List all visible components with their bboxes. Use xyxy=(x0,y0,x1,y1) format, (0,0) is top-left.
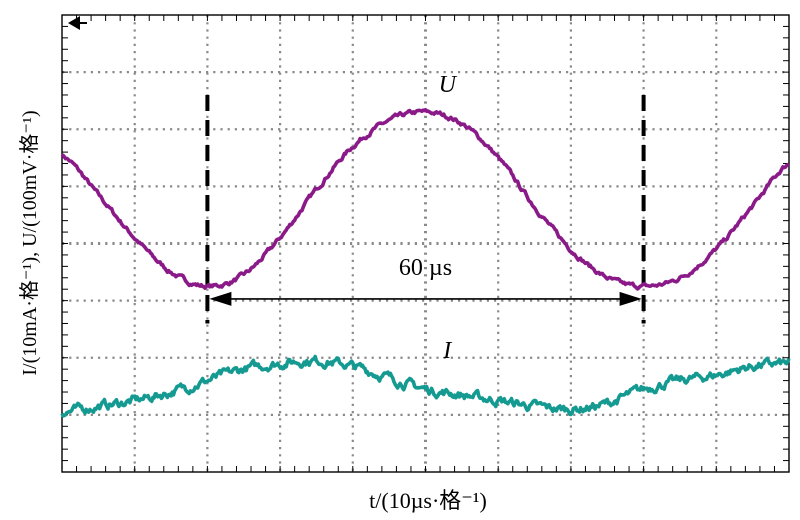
period-arrow-left-head xyxy=(209,291,232,306)
minor-ticks xyxy=(62,15,789,472)
period-arrow-right-head xyxy=(619,291,642,306)
trace-u xyxy=(60,108,790,291)
series-label-i: I xyxy=(442,338,452,364)
series-label-u: U xyxy=(439,72,458,98)
annotations: U I 60 µs xyxy=(399,72,458,364)
period-label: 60 µs xyxy=(399,255,452,281)
trace-i xyxy=(60,354,791,418)
traces xyxy=(60,108,791,418)
trigger-arrow-icon xyxy=(68,16,80,30)
y-axis-label: I/(10mA·格⁻¹), U/(100mV·格⁻¹) xyxy=(18,110,41,375)
grid xyxy=(62,15,789,472)
x-axis-label: t/(10µs·格⁻¹) xyxy=(369,488,487,513)
